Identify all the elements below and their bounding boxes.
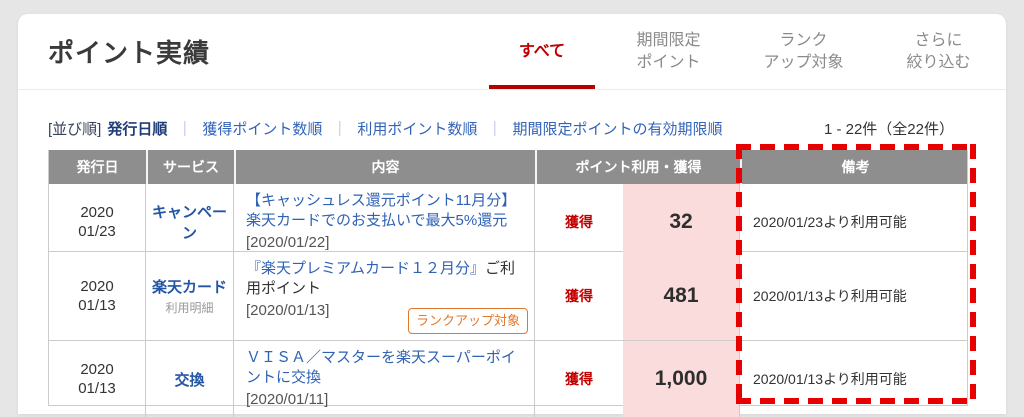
content-link[interactable]: 『楽天プレミアムカード１２月分』 [246,260,485,277]
panel-header: ポイント実績 すべて 期間限定 ポイント ランク アップ対象 さらに 絞り込む [18,14,1006,90]
issue-date-cell: 2020 01/13 [49,252,146,340]
header-content: 内容 [234,150,535,184]
page-title: ポイント実績 [48,38,211,68]
service-cell: 交換 [146,341,234,417]
annotation-edge-right [970,144,976,404]
point-type-label: 獲得 [565,214,593,230]
table-header-row: 発行日 サービス 内容 ポイント利用・獲得 備考 [49,150,967,184]
header-remarks: 備考 [740,150,969,184]
sort-option-earned-points[interactable]: 獲得ポイント数順 [202,121,323,138]
table-row: 2020 01/13 交換 ＶＩＳＡ／マスターを楽天スーパーポイントに交換 [2… [49,341,967,417]
point-amount: 481 [623,252,740,340]
rank-up-target-badge: ランクアップ対象 [407,308,528,334]
issue-date-md: 01/13 [78,380,116,397]
tab-label-line2: ポイント [636,53,701,71]
table-row: 2020 01/13 楽天カード 利用明細 『楽天プレミアムカード１２月分』ご利… [49,252,967,341]
sort-separator: ｜ [332,121,348,138]
tab-rank-up-target[interactable]: ランク アップ対象 [736,14,871,89]
point-amount: 1,000 [623,341,740,417]
issue-date-year: 2020 [80,203,114,221]
table-row: 2020 01/23 キャンペーン 【キャッシュレス還元ポイント11月分】楽天カ… [49,184,967,260]
content-date: [2020/01/13] [246,302,330,319]
tab-label-line2: 絞り込む [906,53,971,71]
point-type-label: 獲得 [565,371,593,387]
sort-separator: ｜ [177,121,193,138]
issue-date-year: 2020 [80,277,114,295]
content-plain-text: ご利用ポイント [246,260,515,297]
tab-time-limited-points[interactable]: 期間限定 ポイント [601,14,736,89]
issue-date-year: 2020 [80,360,114,378]
tab-label-line1: ランク [779,31,828,49]
tab-label-line1: 期間限定 [636,31,701,49]
sort-option-expiry[interactable]: 期間限定ポイントの有効期限順 [512,121,723,138]
tab-bar: すべて 期間限定 ポイント ランク アップ対象 さらに 絞り込む [483,14,1006,89]
content-cell: 『楽天プレミアムカード１２月分』ご利用ポイント [2020/01/13] ランク… [234,252,535,340]
sort-option-issue-date[interactable]: 発行日順 [107,121,168,138]
content-link[interactable]: ＶＩＳＡ／マスターを楽天スーパーポイントに交換 [246,349,516,386]
service-label: 楽天カード [151,279,227,296]
point-type-label: 獲得 [565,288,593,304]
result-count: 1 - 22件（全22件） [823,121,954,138]
issue-date-md: 01/23 [78,223,116,240]
sort-prefix-label: [並び順] [48,121,102,138]
service-label: 交換 [174,371,205,389]
service-cell: 楽天カード 利用明細 [146,252,234,340]
remarks-cell: 2020/01/23より利用可能 [753,214,907,230]
point-amount: 32 [623,184,740,260]
sort-option-used-points[interactable]: 利用ポイント数順 [357,121,478,138]
content-date: [2020/01/22] [246,234,330,251]
tab-label-line1: さらに [914,31,963,49]
issue-date-cell: 2020 01/23 [49,184,146,260]
service-cell: キャンペーン [146,184,234,260]
content-cell: ＶＩＳＡ／マスターを楽天スーパーポイントに交換 [2020/01/11] [234,341,535,417]
remarks-cell: 2020/01/13より利用可能 [753,371,907,387]
tab-label-line2: アップ対象 [763,53,844,71]
tab-all[interactable]: すべて [483,14,601,89]
header-issue-date: 発行日 [76,159,119,175]
service-label: キャンペーン [151,204,227,242]
issue-date-cell: 2020 01/13 [49,341,146,417]
issue-date-md: 01/13 [78,297,116,314]
tab-more-filters[interactable]: さらに 絞り込む [871,14,1006,89]
points-history-panel: ポイント実績 すべて 期間限定 ポイント ランク アップ対象 さらに 絞り込む … [18,14,1006,417]
content-link[interactable]: 【キャッシュレス還元ポイント11月分】楽天カードでのお支払いで最大5%還元 [246,192,517,229]
sort-separator: ｜ [487,121,503,138]
points-table: 発行日 サービス 内容 ポイント利用・獲得 備考 2020 01/23 キャンペ… [48,150,968,417]
header-point-use-earn: ポイント利用・獲得 [535,150,740,184]
remarks-cell: 2020/01/13より利用可能 [753,288,907,304]
service-sub-label: 利用明細 [165,301,214,315]
content-date: [2020/01/11] [246,391,329,408]
sort-order-bar: [並び順] 発行日順 ｜ 獲得ポイント数順 ｜ 利用ポイント数順 ｜ 期間限定ポ… [48,118,976,139]
tab-label: すべて [518,42,566,60]
content-cell: 【キャッシュレス還元ポイント11月分】楽天カードでのお支払いで最大5%還元 [2… [234,184,535,260]
header-service: サービス [146,150,234,184]
